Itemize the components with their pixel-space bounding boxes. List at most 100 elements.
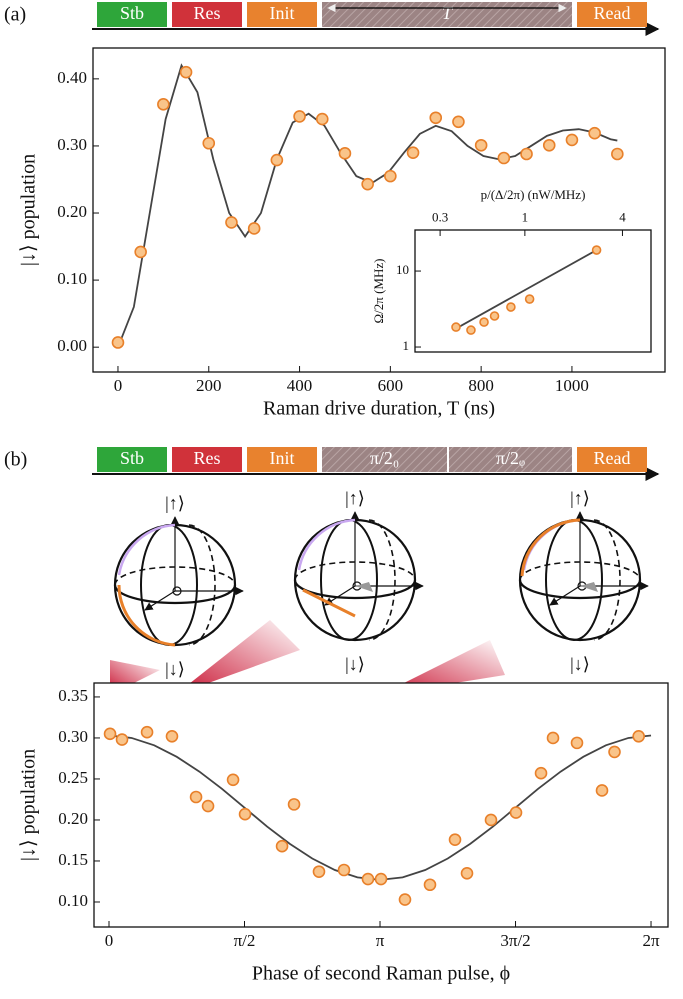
sequence-label: π/2₀ [370,448,399,468]
data-point [474,138,488,152]
sequence-block [97,2,167,27]
phase-wedge [355,582,373,592]
x-axis-title: Phase of second Raman pulse, ϕ [252,963,510,985]
y-tick-label: 0.10 [57,269,87,288]
data-point [520,147,533,161]
sequence-block [247,2,317,27]
sequence-label: Stb [120,3,144,23]
x-tick-label: 0 [105,931,114,950]
x-axis [549,585,581,606]
data-point [337,863,351,877]
y-tick-label: 0.15 [58,850,88,869]
panel-label: (a) [4,4,26,26]
data-point [293,110,306,123]
data-point [312,865,326,878]
sequence-block [322,447,447,472]
y-tick-label: 0.20 [58,809,88,828]
data-point [157,98,170,111]
data-point [189,790,203,804]
lavender-arc [117,523,176,576]
data-point [451,322,461,332]
x-tick-label: 200 [196,376,222,395]
meridian-back [188,524,216,646]
data-point [165,730,179,743]
equator-front [518,579,642,600]
x-axis-title: Raman drive duration, T (ns) [263,398,495,420]
state-label: |↓⟩ [165,659,185,679]
fit-line [455,249,598,330]
data-point [238,807,252,821]
sequence-label: π/2ᵩ [496,448,525,468]
data-point [406,146,420,159]
y-axis-title: |↓⟩ population [18,749,40,861]
x-tick-label: 3π/2 [500,931,530,950]
state-label: |↑⟩ [570,488,590,508]
y-axis-title: |↓⟩ population [18,154,40,266]
y-tick-label: 0.20 [57,202,87,221]
x-tick-label: 600 [378,376,404,395]
data-point [202,136,216,150]
data-point [611,147,624,161]
equator-front [113,584,237,605]
x-tick-label: 0.3 [432,209,448,224]
data-point [134,245,147,259]
data-point [565,133,579,147]
x-tick-label: 2π [642,931,660,950]
sequence-block [172,2,242,27]
y-tick-label: 0.00 [57,336,87,355]
data-point [398,893,412,906]
data-point [588,126,601,140]
sequence-block [247,447,317,472]
meridian-back [593,519,621,641]
meridian-back [368,519,396,641]
data-point [226,773,240,787]
data-point [270,153,284,167]
data-point [524,294,535,304]
data-point [384,169,397,183]
sequence-label: Init [270,448,295,468]
sequence-label: Res [194,448,221,468]
data-point [466,325,476,335]
x-tick-label: 400 [287,376,313,395]
plot-frame [414,229,652,353]
sequence-label: Init [270,3,295,23]
meridian [140,524,198,646]
data-point [534,766,548,780]
sequence-label: Res [194,3,221,23]
sequence-block [97,447,167,472]
data-point [479,317,489,327]
data-point [460,866,474,880]
data-point [489,311,500,321]
x-tick-label: π [376,931,385,950]
meridian [545,519,603,641]
state-label: |↓⟩ [570,654,590,674]
data-point [632,730,645,743]
x-tick-label: 4 [619,209,626,224]
x-axis-title: p/(Δ/2π) (nW/MHz) [481,187,586,202]
zoom-wedge [175,620,300,695]
data-point [361,872,375,886]
orange-arc [117,584,176,647]
y-tick-label: 0.40 [57,68,87,87]
data-point [374,872,388,886]
data-point [247,222,261,235]
equator-front [293,579,417,600]
data-point [225,216,238,229]
data-point [111,336,125,349]
data-point [201,799,215,813]
data-point [570,736,584,750]
panel-label: (b) [4,449,27,471]
data-point [361,177,374,191]
y-tick-label: 0.30 [58,727,88,746]
data-point [429,111,443,125]
y-tick-label: 0.35 [58,686,88,705]
data-point [115,733,129,746]
data-point [287,798,301,811]
phase-wedge [580,582,598,592]
data-point [275,839,289,853]
sequence-block [577,2,647,27]
data-point [315,112,329,126]
plot-frame [93,682,669,928]
centre-marker [172,586,182,596]
